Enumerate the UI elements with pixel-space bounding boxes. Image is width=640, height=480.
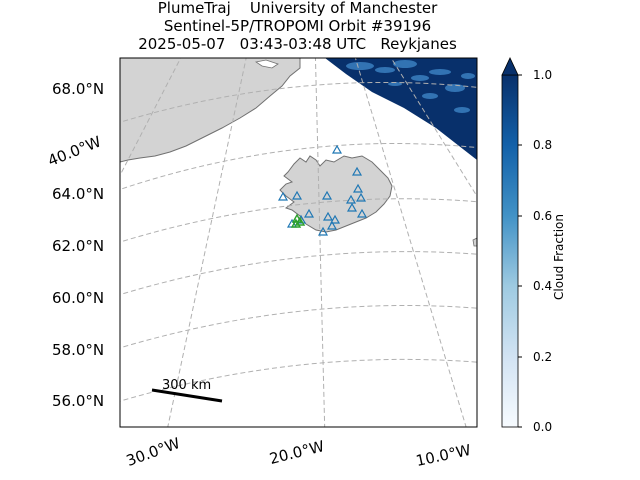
- greenland-landmass: [120, 58, 301, 163]
- colorbar-ticks: [518, 74, 522, 428]
- colorbar-tick-0-2: 0.2: [533, 350, 553, 364]
- map-area: [120, 58, 477, 427]
- title-line-2: Sentinel-5P/TROPOMI Orbit #39196: [163, 17, 432, 35]
- title-line-1: PlumeTraj University of Manchester: [157, 0, 438, 17]
- map-frame: [119, 57, 478, 428]
- cloud-swath: [325, 58, 477, 160]
- scale-bar-label: 300 km: [162, 378, 212, 393]
- graticule-meridians: [120, 58, 477, 427]
- colorbar-tick-0-0: 0.0: [533, 420, 553, 434]
- title-line-3: 2025-05-07 03:43-03:48 UTC Reykjanes: [138, 35, 457, 53]
- colorbar-tick-0-6: 0.6: [533, 209, 553, 223]
- station-markers: [277, 144, 368, 236]
- scale-bar: [151, 388, 223, 403]
- colorbar-tick-0-8: 0.8: [533, 138, 553, 152]
- lat-label-58: 58.0°N: [52, 341, 105, 359]
- colorbar-extend-arrow: [501, 57, 519, 76]
- plume-source-markers: [290, 213, 306, 228]
- greenland-inlet: [254, 59, 279, 69]
- lat-label-60: 60.0°N: [52, 289, 105, 307]
- cloud-swath-texture: [346, 60, 475, 113]
- graticule-parallels: [120, 81, 477, 402]
- colorbar-tick-1-0: 1.0: [533, 68, 553, 82]
- colorbar-label: Cloud Fraction: [552, 214, 566, 300]
- coast-fragment-east: [472, 237, 477, 247]
- lat-label-68: 68.0°N: [52, 80, 105, 98]
- colorbar-gradient: [501, 74, 519, 428]
- lat-label-56: 56.0°N: [52, 392, 105, 410]
- lat-label-62: 62.0°N: [52, 237, 105, 255]
- lat-label-64: 64.0°N: [52, 185, 105, 203]
- colorbar-tick-0-4: 0.4: [533, 279, 553, 293]
